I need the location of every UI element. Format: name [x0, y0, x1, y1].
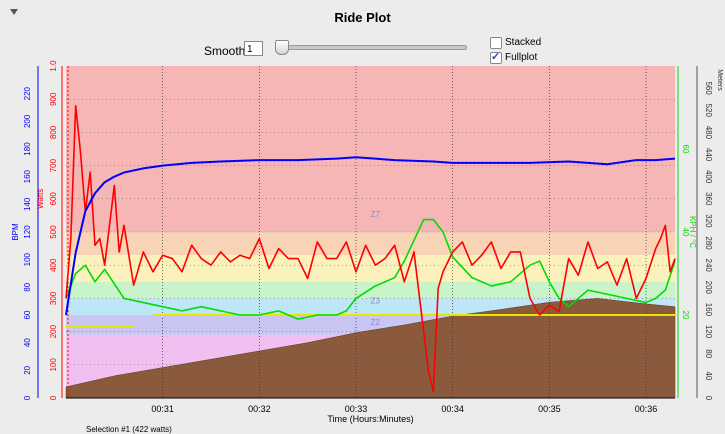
- smooth-slider-track[interactable]: [277, 45, 467, 50]
- altitude-tick-360: 360: [704, 192, 713, 206]
- speed-tick-60: 60: [681, 145, 690, 154]
- watts-tick-900: 900: [49, 92, 58, 106]
- bpm-tick-0: 0: [23, 395, 32, 400]
- window-title: Ride Plot: [334, 10, 391, 25]
- speed-axis-label: KPH / °C: [688, 216, 697, 248]
- speed-tick-20: 20: [681, 311, 690, 320]
- smooth-label: Smooth: [204, 44, 246, 58]
- series-watts-line: [65, 105, 676, 393]
- altitude-tick-280: 280: [704, 236, 713, 250]
- series-speed-line: [65, 218, 676, 320]
- smooth-value-field[interactable]: 1: [244, 41, 263, 56]
- bpm-tick-160: 160: [23, 169, 32, 183]
- watts-axis-label: Watts: [36, 189, 45, 209]
- zone-band-z5: [66, 255, 675, 282]
- fullplot-checkbox[interactable]: [490, 50, 502, 64]
- speed-tick-40: 40: [681, 228, 690, 237]
- altitude-tick-400: 400: [704, 170, 713, 184]
- bpm-axis-label: BPM: [11, 223, 20, 241]
- title-bar: Ride Plot: [0, 0, 725, 34]
- altitude-tick-320: 320: [704, 214, 713, 228]
- fullplot-label: Fullplot: [505, 52, 538, 63]
- watts-tick-800: 800: [49, 125, 58, 139]
- watts-tick-100: 100: [49, 358, 58, 372]
- watts-tick-200: 200: [49, 324, 58, 338]
- stacked-label: Stacked: [505, 37, 542, 48]
- x-tick-label-0033: 00:33: [345, 404, 368, 414]
- bpm-tick-120: 120: [23, 225, 32, 239]
- zone-label-z7: Z7: [371, 210, 381, 219]
- collapse-triangle-icon[interactable]: [10, 9, 18, 15]
- zone-band-z7: [66, 66, 675, 232]
- bpm-tick-180: 180: [23, 142, 32, 156]
- bpm-tick-40: 40: [23, 338, 32, 347]
- bpm-tick-60: 60: [23, 310, 32, 319]
- x-tick-label-0035: 00:35: [538, 404, 561, 414]
- watts-tick-400: 400: [49, 258, 58, 272]
- zone-label-z3: Z3: [371, 296, 381, 305]
- bpm-tick-20: 20: [23, 365, 32, 374]
- smooth-slider-knob[interactable]: [275, 40, 289, 55]
- altitude-tick-480: 480: [704, 126, 713, 140]
- altitude-tick-0: 0: [704, 396, 713, 401]
- stacked-checkbox[interactable]: [490, 37, 502, 49]
- altitude-tick-200: 200: [704, 281, 713, 295]
- altitude-tick-80: 80: [704, 349, 713, 358]
- selection-label: Selection #1 (422 watts): [86, 425, 172, 434]
- zone-band-z6: [66, 232, 675, 256]
- x-tick-label-0036: 00:36: [635, 404, 658, 414]
- altitude-tick-120: 120: [704, 325, 713, 339]
- bpm-tick-220: 220: [23, 86, 32, 100]
- x-tick-label-0034: 00:34: [441, 404, 464, 414]
- x-tick-label-0032: 00:32: [248, 404, 271, 414]
- watts-tick-1.0: 1.0: [49, 60, 58, 72]
- x-tick-label-0031: 00:31: [151, 404, 174, 414]
- bpm-tick-200: 200: [23, 114, 32, 128]
- x-axis-label: Time (Hours:Minutes): [327, 414, 413, 424]
- bpm-tick-80: 80: [23, 282, 32, 291]
- series-bpm-line: [65, 156, 676, 316]
- watts-tick-0: 0: [49, 395, 58, 400]
- altitude-tick-240: 240: [704, 259, 713, 273]
- zone-label-z2: Z2: [371, 318, 381, 327]
- watts-tick-300: 300: [49, 291, 58, 305]
- watts-tick-500: 500: [49, 225, 58, 239]
- bpm-tick-140: 140: [23, 197, 32, 211]
- altitude-tick-560: 560: [704, 81, 713, 95]
- altitude-tick-520: 520: [704, 104, 713, 118]
- bpm-tick-100: 100: [23, 252, 32, 266]
- altitude-tick-160: 160: [704, 303, 713, 317]
- ride-plot-chart[interactable]: Z7 Z3 Z2 00:31 00:32 00:33 00:34 00:35 00:36 0 20 4…: [0, 58, 725, 424]
- altitude-axis-label: Meters: [716, 69, 723, 91]
- altitude-tick-40: 40: [704, 371, 713, 380]
- series-altitude-area: [65, 298, 676, 399]
- mini-plot-strip[interactable]: [0, 424, 725, 433]
- zone-band-z4: [66, 281, 675, 299]
- watts-tick-600: 600: [49, 192, 58, 206]
- altitude-tick-440: 440: [704, 148, 713, 162]
- watts-tick-700: 700: [49, 158, 58, 172]
